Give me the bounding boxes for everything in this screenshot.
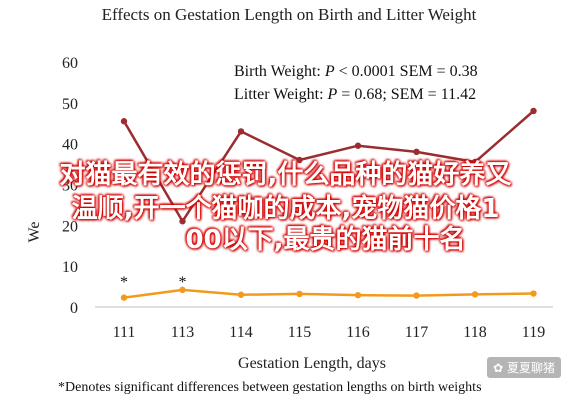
data-point-birth-weight [179,286,186,294]
y-tick-label: 50 [62,96,78,113]
legend-birth-var: P [324,63,335,80]
chart-title: Effects on Gestation Length on Birth and… [102,5,477,24]
x-axis-label: Gestation Length, days [238,355,386,372]
series-line-birth-weight [123,288,534,299]
legend-litter-prefix: Litter Weight: [234,86,328,103]
data-point-litter-weight [354,142,362,149]
y-tick-label: 30 [62,178,78,195]
x-tick-labels: 111 113 114 115 116 117 118 119 [113,324,546,341]
x-tick-label: 117 [405,324,428,341]
data-point-birth-weight [296,290,303,298]
data-point-litter-weight [471,158,479,166]
watermark-badge: ✿ 夏夏聊猪 [487,357,561,378]
legend: Birth Weight: P < 0.0001 SEM = 0.38 Litt… [234,63,478,103]
data-point-birth-weight [471,291,479,298]
x-tick-label: 113 [171,324,194,341]
data-point-birth-weight [120,294,128,301]
legend-birth-rest: < 0.0001 SEM = 0.38 [335,63,478,80]
x-tick-label: 115 [288,324,311,341]
y-tick-label: 40 [62,137,78,154]
data-point-litter-weight [179,218,186,225]
y-axis-label: We [26,222,43,243]
significance-star: * [179,274,187,291]
series-line-litter-weight [122,110,535,223]
data-point-litter-weight [530,107,537,115]
significance-markers: * * [120,274,187,291]
significance-star: * [120,274,128,291]
x-tick-label: 114 [229,324,252,341]
series-layer [120,107,537,301]
data-point-birth-weight [530,290,537,297]
x-tick-label: 119 [522,324,545,341]
legend-birth-prefix: Birth Weight: [234,63,325,80]
x-tick-label: 118 [463,324,486,341]
legend-litter-var: P [327,86,338,103]
data-point-birth-weight [354,291,362,299]
y-tick-label: 10 [62,259,78,276]
data-point-litter-weight [296,156,303,164]
data-point-litter-weight [237,128,245,135]
data-point-litter-weight [120,118,128,125]
y-tick-labels: 0 10 20 30 40 50 60 [62,55,78,317]
x-tick-label: 111 [113,324,136,341]
legend-entry-litter: Litter Weight: P = 0.68; SEM = 11.42 [234,86,476,103]
legend-entry-birth: Birth Weight: P < 0.0001 SEM = 0.38 [234,63,478,80]
legend-litter-rest: = 0.68; SEM = 11.42 [337,86,476,103]
y-tick-label: 60 [62,55,78,72]
data-point-litter-weight [413,148,420,156]
x-tick-label: 116 [346,324,369,341]
data-point-birth-weight [237,291,245,298]
y-tick-label: 0 [70,300,78,317]
footnote: *Denotes significant differences between… [58,380,482,395]
data-point-birth-weight [413,292,420,299]
y-tick-label: 20 [62,218,78,235]
